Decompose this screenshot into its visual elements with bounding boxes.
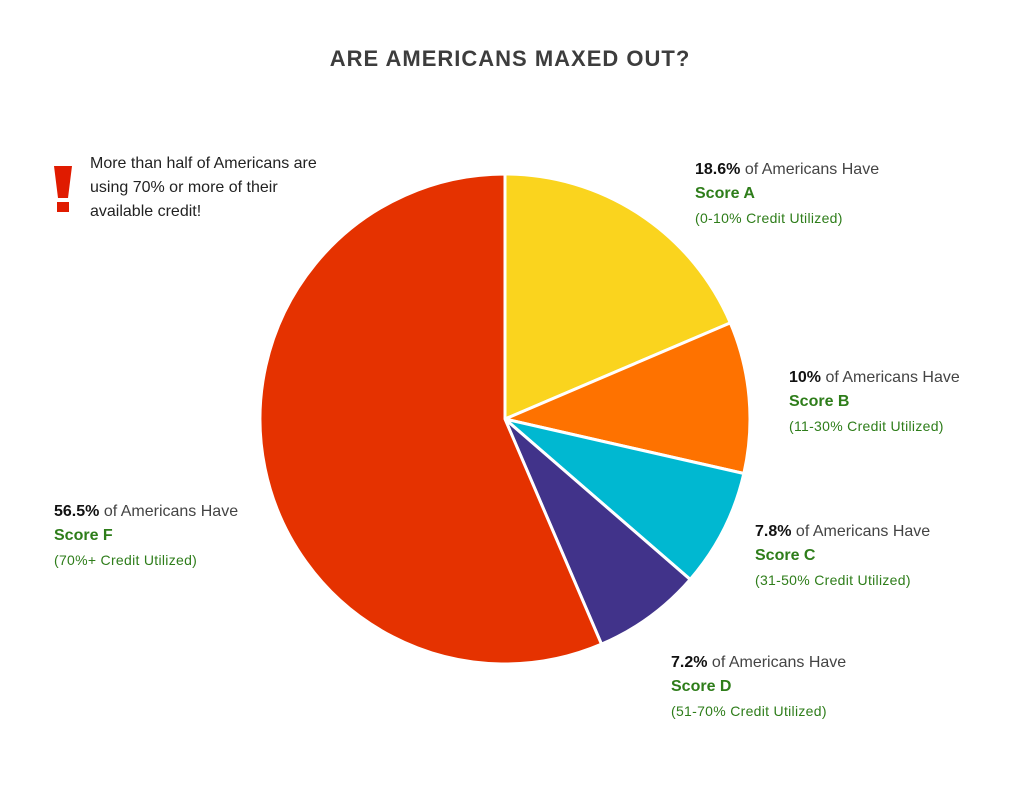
slice-label-b-suffix: of Americans Have [821, 369, 960, 386]
pie-slice-b [503, 321, 752, 476]
slice-label-b: 10% of Americans Have Score B (11-30% Cr… [789, 366, 960, 438]
slice-label-c-suffix: of Americans Have [791, 523, 931, 540]
slice-label-b-range: (11-30% Credit Utilized) [789, 418, 944, 434]
pie-slice-f [258, 172, 603, 666]
slice-label-a-score: Score A [695, 185, 755, 202]
slice-label-c: 7.8% of Americans Have Score C (31-50% C… [755, 520, 930, 592]
slice-label-a: 18.6% of Americans Have Score A (0-10% C… [695, 158, 879, 230]
slice-label-f-range: (70%+ Credit Utilized) [54, 552, 198, 568]
slice-label-f: 56.5% of Americans Have Score F (70%+ Cr… [54, 500, 238, 572]
slice-label-d-range: (51-70% Credit Utilized) [671, 703, 827, 719]
slice-label-a-range: (0-10% Credit Utilized) [695, 210, 843, 226]
slice-label-b-score: Score B [789, 393, 850, 410]
slice-label-c-score: Score C [755, 547, 816, 564]
chart-title: ARE AMERICANS MAXED OUT? [329, 46, 691, 71]
slice-label-c-pct: 7.8% [755, 523, 792, 540]
exclamation-icon [54, 166, 72, 212]
slice-label-f-suffix: of Americans Have [99, 503, 239, 520]
slice-label-b-pct: 10% [789, 369, 822, 386]
pie-slice-d [503, 417, 692, 646]
slice-label-d-score: Score D [671, 678, 732, 695]
pie-slice-a [503, 172, 732, 421]
slice-label-d-pct: 7.2% [671, 654, 708, 671]
slice-label-a-pct: 18.6% [695, 161, 741, 178]
callout-text: More than half of Americans are using 70… [90, 155, 317, 220]
pie-slice-c [503, 417, 746, 581]
slice-label-f-pct: 56.5% [54, 503, 100, 520]
slice-label-d: 7.2% of Americans Have Score D (51-70% C… [671, 651, 846, 723]
slice-label-a-suffix: of Americans Have [740, 161, 880, 178]
slice-label-d-suffix: of Americans Have [707, 654, 847, 671]
slice-label-f-score: Score F [54, 527, 113, 544]
slice-label-c-range: (31-50% Credit Utilized) [755, 572, 911, 588]
